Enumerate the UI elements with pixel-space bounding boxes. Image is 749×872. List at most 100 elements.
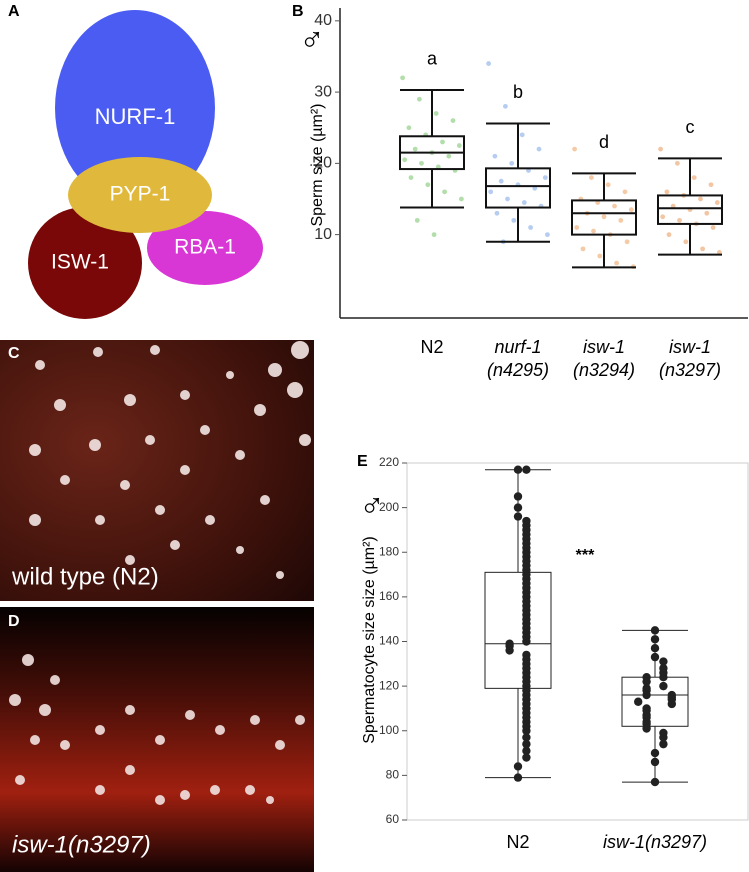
data-point: [417, 96, 422, 102]
data-point: [522, 746, 531, 756]
panel-label: C: [8, 345, 20, 362]
data-point: [412, 146, 418, 152]
data-point: [628, 207, 634, 213]
panel-label: D: [8, 613, 20, 630]
data-point: [634, 697, 643, 706]
data-point: [683, 239, 689, 245]
data-point: [440, 139, 445, 145]
pyp-1-shape: [68, 157, 212, 233]
data-point: [659, 681, 668, 691]
x-tick-label: isw-1 (n3294): [573, 337, 635, 380]
male-symbol: ♂: [359, 487, 385, 525]
y-tick-label: 100: [379, 723, 399, 737]
data-point: [522, 637, 531, 646]
significance: ***: [576, 547, 595, 564]
data-point: [406, 125, 412, 131]
data-point: [450, 118, 456, 123]
data-point: [708, 182, 714, 188]
data-point: [601, 214, 607, 220]
data-point: [511, 217, 517, 223]
data-point: [456, 143, 462, 148]
data-point: [642, 724, 651, 733]
data-point: [408, 175, 414, 181]
data-point: [522, 733, 531, 742]
data-point: [505, 196, 510, 202]
data-point: [509, 160, 515, 166]
data-point: [402, 157, 408, 163]
box: [571, 199, 637, 236]
rba-1-shape: [147, 211, 263, 285]
data-point: [710, 225, 716, 230]
panel-label: E: [357, 453, 368, 470]
y-tick-label: 30: [314, 83, 332, 100]
nuclei: [9, 654, 305, 805]
data-point: [442, 189, 447, 195]
y-tick-label: 20: [314, 155, 332, 172]
data-point: [667, 699, 676, 709]
data-point: [700, 246, 705, 252]
isw-1-shape: [28, 207, 142, 319]
nurf-1-shape: [55, 10, 215, 206]
data-point: [659, 739, 668, 749]
x-tick-label: nurf-1 (n4295): [487, 337, 549, 380]
node-label: ISW-1: [51, 251, 109, 274]
x-tick-label: N2: [506, 832, 529, 852]
image-caption: wild type (N2): [11, 563, 159, 590]
data-point: [580, 246, 586, 252]
data-point: [597, 253, 603, 259]
plot-frame: [406, 462, 749, 821]
data-point: [505, 646, 514, 655]
panel-label: A: [8, 3, 20, 20]
panel-label: B: [292, 3, 304, 20]
data-point: [622, 189, 628, 195]
y-tick-label: 80: [386, 768, 400, 782]
group-letter: c: [686, 117, 695, 137]
group-letter: b: [513, 82, 523, 102]
data-point: [659, 733, 668, 742]
data-point: [618, 217, 624, 223]
node-label: NURF-1: [95, 104, 176, 129]
data-point: [492, 153, 498, 159]
data-point: [433, 111, 439, 116]
data-point: [658, 146, 663, 152]
data-point: [691, 175, 697, 181]
data-point: [545, 232, 550, 238]
nuclei: [29, 341, 311, 579]
male-symbol: ♂: [299, 21, 325, 59]
data-point: [624, 239, 630, 245]
data-point: [522, 753, 531, 762]
data-point: [494, 210, 500, 216]
data-point: [704, 210, 710, 216]
data-point: [486, 61, 491, 66]
data-point: [698, 196, 703, 202]
data-point: [605, 182, 611, 188]
data-point: [714, 200, 720, 205]
image-caption: isw-1(n3297): [12, 831, 151, 858]
data-point: [519, 132, 525, 138]
micrograph: [0, 340, 314, 601]
data-point: [614, 260, 619, 266]
data-point: [664, 189, 670, 195]
data-point: [642, 677, 651, 686]
group-letter: a: [427, 49, 438, 69]
box: [621, 676, 689, 727]
y-tick-label: 120: [379, 678, 399, 692]
data-point: [572, 146, 577, 152]
data-point: [659, 657, 668, 666]
group-letter: d: [599, 132, 609, 152]
node-label: RBA-1: [174, 236, 236, 259]
data-point: [521, 200, 527, 205]
data-point: [503, 103, 508, 109]
box: [657, 194, 723, 225]
data-point: [675, 160, 680, 166]
y-axis-title: Sperm size (µm²): [309, 104, 326, 227]
x-tick-label: isw-1(n3297): [659, 337, 721, 380]
data-point: [419, 160, 424, 166]
y-tick-label: 10: [314, 226, 332, 243]
x-tick-label: N2: [420, 337, 443, 357]
data-point: [528, 225, 533, 230]
data-point: [522, 739, 531, 749]
data-point: [589, 175, 594, 181]
y-tick-label: 40: [314, 12, 332, 29]
